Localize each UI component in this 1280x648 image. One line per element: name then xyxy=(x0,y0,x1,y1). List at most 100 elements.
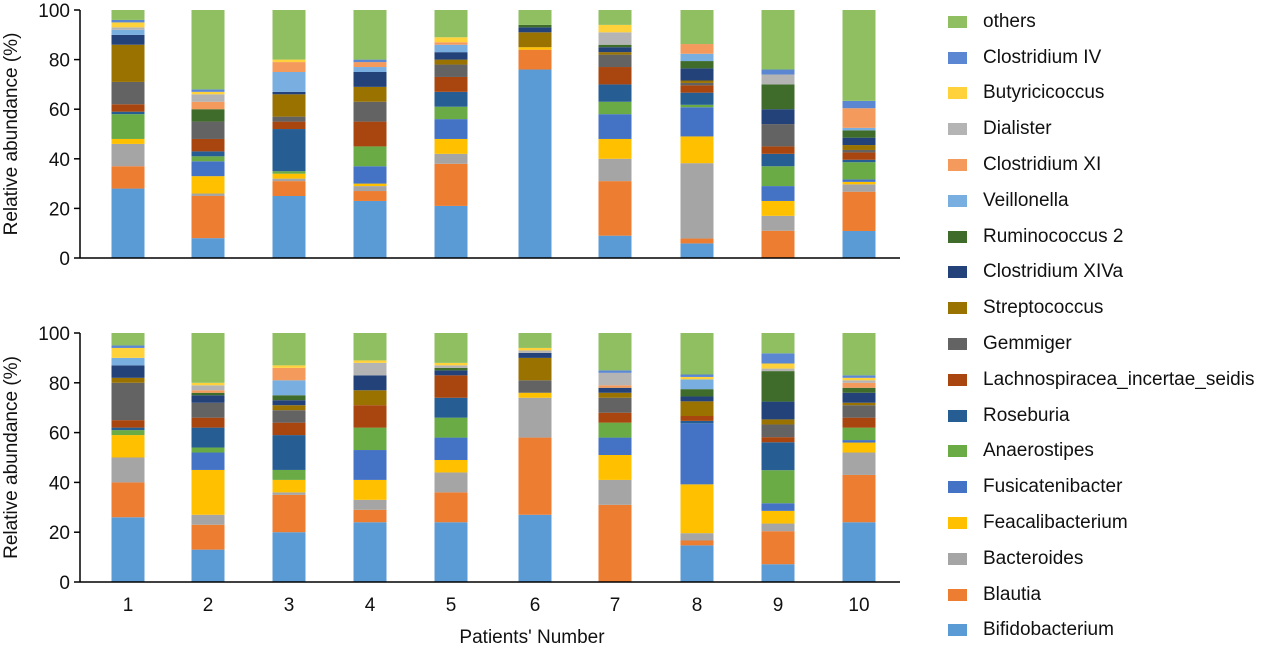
legend-item: Clostridium IV xyxy=(948,40,1278,76)
bar-segment-blautia-patient-6 xyxy=(518,49,552,70)
legend-label: others xyxy=(983,10,1036,32)
legend-swatch xyxy=(948,87,967,100)
bar-segment-streptococcus-patient-7 xyxy=(598,52,632,55)
legend-swatch xyxy=(948,588,967,601)
x-tick-label: 10 xyxy=(848,595,869,616)
legend-swatch xyxy=(948,481,967,494)
bar-segment-anaerostipes-patient-9 xyxy=(761,470,795,504)
bar-segment-bifidobacterium-patient-10 xyxy=(842,230,876,258)
bar-segment-dialister-patient-7 xyxy=(598,372,632,386)
bar-segment-clostridium-xiva-patient-2 xyxy=(191,395,225,403)
x-tick-label: 1 xyxy=(123,595,134,616)
bar-segment-roseburia-patient-10 xyxy=(842,159,876,163)
bar-segment-bacteroides-patient-4 xyxy=(353,499,387,510)
bar-segment-clostridium-xiva-patient-7 xyxy=(598,387,632,393)
y-tick-label: 100 xyxy=(38,324,70,345)
bar-segment-butyricicoccus-patient-3 xyxy=(272,59,306,63)
x-tick-label: 6 xyxy=(530,595,541,616)
bar-segment-feacalibacterium-patient-8 xyxy=(680,136,714,164)
bar-segment-lachnospiracea-incertae-seidis-patient-4 xyxy=(353,405,387,428)
bar-segment-butyricicoccus-patient-9 xyxy=(761,363,795,369)
bar-segment-anaerostipes-patient-10 xyxy=(842,427,876,441)
bar-segment-bifidobacterium-patient-10 xyxy=(842,522,876,582)
legend-swatch xyxy=(948,159,967,172)
bar-segment-roseburia-patient-8 xyxy=(680,92,714,105)
bar-segment-fusicatenibacter-patient-9 xyxy=(761,186,795,201)
bar-segment-gemmiger-patient-7 xyxy=(598,397,632,413)
bar-segment-anaerostipes-patient-5 xyxy=(434,106,468,120)
bar-segment-butyricicoccus-patient-10 xyxy=(842,377,876,381)
legend-label: Dialister xyxy=(983,118,1052,140)
bar-segment-streptococcus-patient-8 xyxy=(680,401,714,416)
bar-segment-clostridium-iv-patient-1 xyxy=(111,19,145,23)
bar-segment-clostridium-iv-patient-1 xyxy=(111,345,145,348)
bar-segment-gemmiger-patient-10 xyxy=(842,405,876,418)
bar-segment-blautia-patient-4 xyxy=(353,509,387,523)
bar-segment-bifidobacterium-patient-6 xyxy=(518,69,552,259)
bar-segment-others-patient-9 xyxy=(761,10,795,70)
bar-segment-clostridium-iv-patient-8 xyxy=(680,374,714,377)
bar-segment-lachnospiracea-incertae-seidis-patient-8 xyxy=(680,85,714,93)
legend-label: Veillonella xyxy=(983,189,1069,211)
bar-segment-ruminococcus-2-patient-3 xyxy=(272,395,306,401)
bar-segment-gemmiger-patient-2 xyxy=(191,402,225,418)
bar-segment-roseburia-patient-9 xyxy=(761,153,795,167)
legend-swatch xyxy=(948,194,967,207)
bar-segment-clostridium-xiva-patient-6 xyxy=(518,352,552,358)
bar-segment-anaerostipes-patient-2 xyxy=(191,447,225,453)
bar-segment-blautia-patient-5 xyxy=(434,492,468,523)
bar-segment-others-patient-4 xyxy=(353,10,387,60)
bar-segment-ruminococcus-2-patient-8 xyxy=(680,61,714,69)
bar-segment-clostridium-xi-patient-3 xyxy=(272,367,306,381)
bar-segment-butyricicoccus-patient-2 xyxy=(191,382,225,386)
bar-segment-butyricicoccus-patient-2 xyxy=(191,91,225,95)
bar-segment-fusicatenibacter-patient-10 xyxy=(842,440,876,443)
bar-segment-streptococcus-patient-3 xyxy=(272,405,306,411)
bar-segment-clostridium-xi-patient-8 xyxy=(680,44,714,54)
bar-segment-clostridium-iv-patient-10 xyxy=(842,375,876,378)
bar-segment-roseburia-patient-2 xyxy=(191,151,225,157)
legend-item: Fusicatenibacter xyxy=(948,469,1278,505)
legend-swatch xyxy=(948,624,967,637)
legend-swatch xyxy=(948,445,967,458)
bar-segment-others-patient-2 xyxy=(191,333,225,383)
bar-segment-bacteroides-patient-3 xyxy=(272,492,306,495)
legend-label: Clostridium IV xyxy=(983,46,1102,68)
bar-segment-gemmiger-patient-6 xyxy=(518,380,552,393)
bar-segment-veillonella-patient-1 xyxy=(111,29,145,35)
bar-segment-fusicatenibacter-patient-5 xyxy=(434,437,468,460)
bar-segment-clostridium-xi-patient-10 xyxy=(842,108,876,128)
bar-segment-blautia-patient-5 xyxy=(434,163,468,206)
bar-segment-anaerostipes-patient-7 xyxy=(598,422,632,438)
bar-segment-clostridium-xi-patient-7 xyxy=(598,385,632,388)
bar-segment-others-patient-6 xyxy=(518,10,552,25)
bar-segment-ruminococcus-2-patient-9 xyxy=(761,84,795,110)
bar-segment-dialister-patient-4 xyxy=(353,362,387,376)
top-panel: 0 20 40 60 80 100 Relative abundance (%) xyxy=(1,1,900,270)
bar-segment-fusicatenibacter-patient-4 xyxy=(353,166,387,184)
bar-segment-butyricicoccus-patient-1 xyxy=(111,347,145,358)
bar-segment-butyricicoccus-patient-4 xyxy=(353,360,387,363)
bar-segment-streptococcus-patient-1 xyxy=(111,44,145,82)
y-tick-label: 60 xyxy=(49,100,70,121)
bar-segment-lachnospiracea-incertae-seidis-patient-7 xyxy=(598,412,632,423)
bar-segment-clostridium-xi-patient-5 xyxy=(434,42,468,45)
bar-segment-clostridium-iv-patient-2 xyxy=(191,89,225,92)
bar-segment-roseburia-patient-5 xyxy=(434,397,468,418)
bar-segment-roseburia-patient-2 xyxy=(191,427,225,448)
bar-segment-veillonella-patient-3 xyxy=(272,72,306,92)
legend-item: Clostridium XI xyxy=(948,147,1278,183)
bar-segment-clostridium-xiva-patient-6 xyxy=(518,27,552,33)
bar-segment-feacalibacterium-patient-8 xyxy=(680,484,714,534)
bar-segment-clostridium-xiva-patient-10 xyxy=(842,137,876,146)
bar-segment-dialister-patient-9 xyxy=(761,368,795,372)
bar-segment-ruminococcus-2-patient-7 xyxy=(598,44,632,48)
bar-segment-bacteroides-patient-10 xyxy=(842,184,876,192)
bar-segment-blautia-patient-3 xyxy=(272,494,306,533)
bar-segment-feacalibacterium-patient-4 xyxy=(353,479,387,500)
bar-segment-bacteroides-patient-4 xyxy=(353,186,387,192)
bar-segment-bifidobacterium-patient-4 xyxy=(353,200,387,258)
legend-swatch xyxy=(948,373,967,386)
bar-segment-feacalibacterium-patient-2 xyxy=(191,176,225,194)
